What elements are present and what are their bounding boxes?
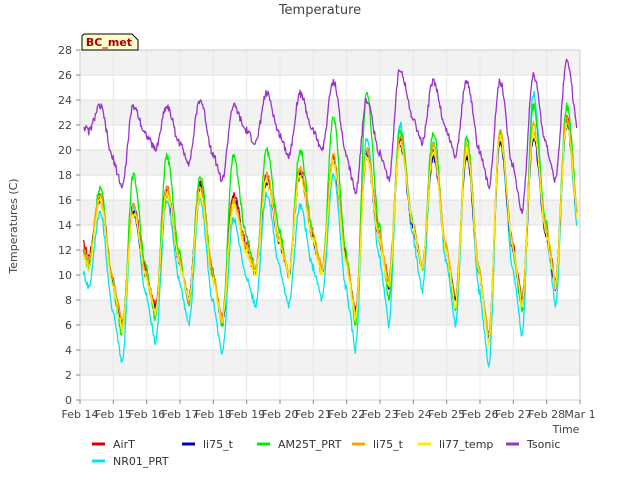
y-tick-label: 0	[65, 394, 72, 407]
x-tick-label: Feb 27	[495, 408, 532, 421]
series-line-tsonic	[83, 58, 578, 214]
x-tick-label: Feb 18	[195, 408, 232, 421]
y-tick-label: 20	[58, 144, 72, 157]
x-tick-label: Mar 1	[564, 408, 595, 421]
x-tick-label: Feb 21	[295, 408, 332, 421]
y-tick-label: 28	[58, 44, 72, 57]
y-tick-label: 2	[65, 369, 72, 382]
y-tick-label: 14	[58, 219, 72, 232]
y-tick-label: 12	[58, 244, 72, 257]
station-label-box: BC_met	[81, 33, 139, 51]
y-tick-label: 24	[58, 94, 72, 107]
legend-label: Tsonic	[526, 438, 560, 451]
y-tick-label: 18	[58, 169, 72, 182]
y-tick-label: 10	[58, 269, 72, 282]
grid-band	[80, 50, 580, 75]
x-tick-label: Feb 25	[428, 408, 465, 421]
series-line-li77_temp	[82, 122, 578, 347]
y-tick-label: 4	[65, 344, 72, 357]
station-label: BC_met	[86, 36, 132, 49]
x-tick-label: Feb 26	[462, 408, 499, 421]
grid-band	[80, 350, 580, 375]
x-tick-label: Feb 28	[528, 408, 565, 421]
x-tick-label: Feb 24	[395, 408, 432, 421]
legend-label: AirT	[113, 438, 135, 451]
y-axis-label: Temperatures (C)	[7, 178, 20, 274]
y-tick-label: 8	[65, 294, 72, 307]
x-tick-label: Feb 22	[328, 408, 365, 421]
legend: AirT li75_t AM25T_PRT li75_t li77_temp Tsonic…	[92, 438, 560, 468]
x-tick-label: Feb 16	[128, 408, 165, 421]
chart-title: Temperature	[278, 3, 361, 18]
x-axis-label: Time	[552, 423, 580, 436]
x-tick-label: Feb 14	[62, 408, 99, 421]
y-tick-label: 16	[58, 194, 72, 207]
x-tick-label: Feb 17	[162, 408, 199, 421]
x-tick-label: Feb 23	[362, 408, 399, 421]
series-lines	[82, 58, 578, 368]
legend-label: li75_t	[203, 438, 234, 451]
y-tick-label: 26	[58, 69, 72, 82]
legend-label: NR01_PRT	[113, 455, 169, 468]
grid-band	[80, 250, 580, 275]
x-tick-label: Feb 15	[95, 408, 132, 421]
y-tick-label: 22	[58, 119, 72, 132]
legend-label: li77_temp	[439, 438, 493, 451]
x-tick-label: Feb 20	[262, 408, 299, 421]
y-tick-label: 6	[65, 319, 72, 332]
legend-label: AM25T_PRT	[278, 438, 342, 451]
x-tick-label: Feb 19	[228, 408, 265, 421]
grid-band	[80, 300, 580, 325]
legend-label: li75_t	[373, 438, 404, 451]
